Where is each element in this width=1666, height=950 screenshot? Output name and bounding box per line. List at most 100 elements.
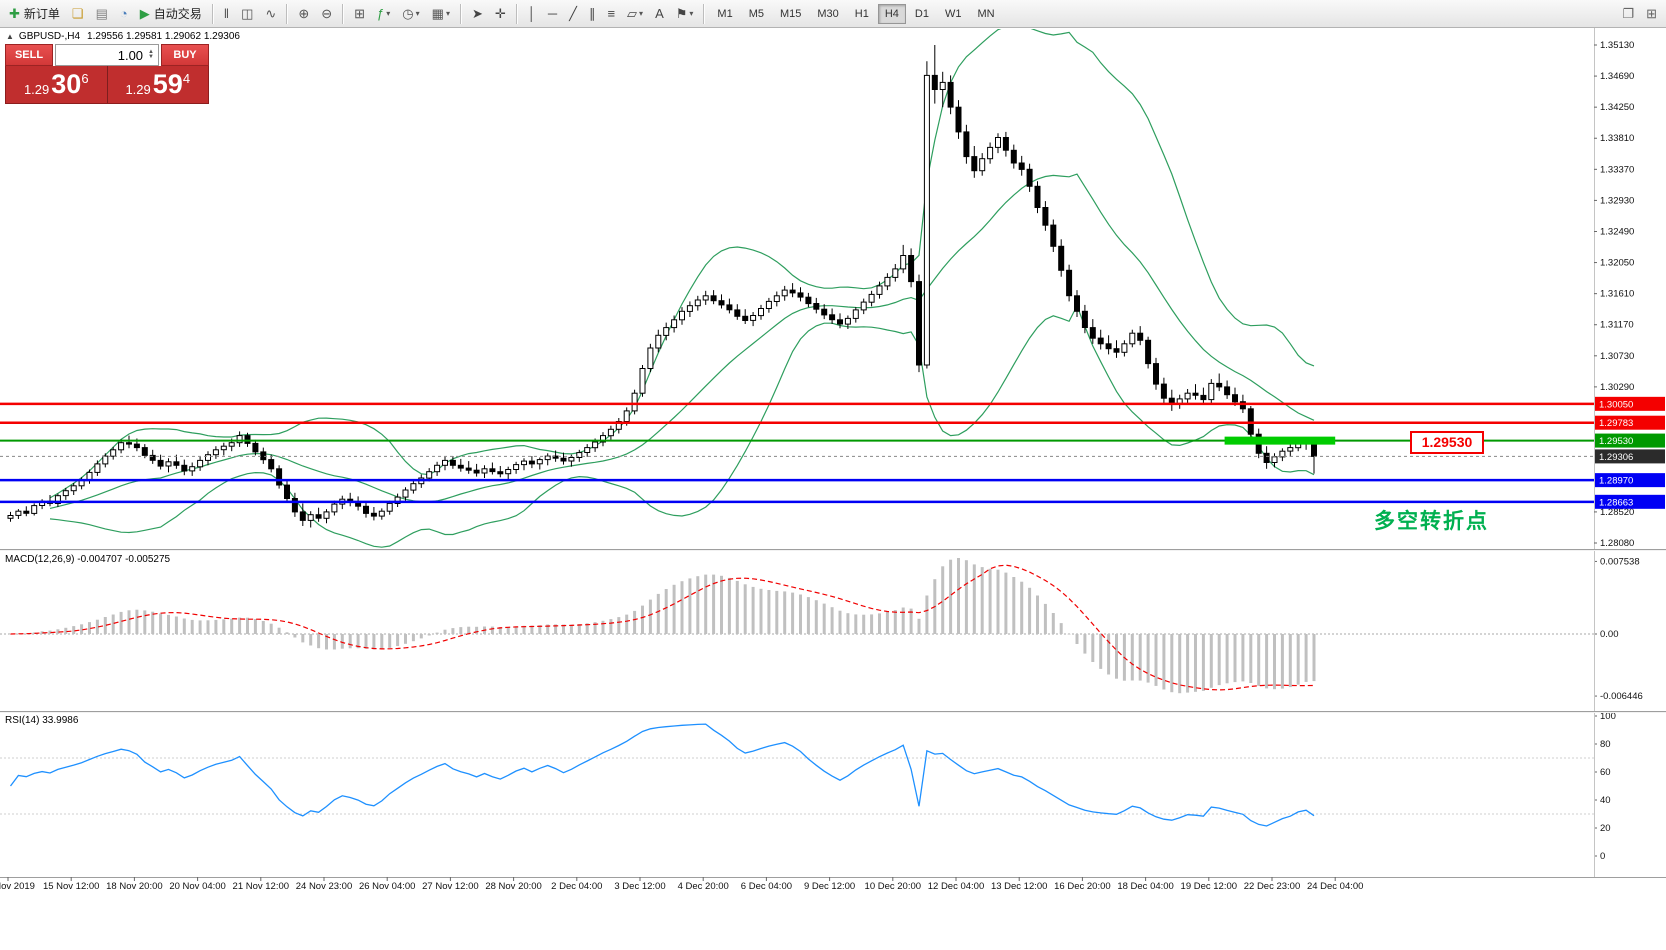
timeframe-m15-button[interactable]: M15 bbox=[779, 7, 802, 20]
volume-up-icon[interactable]: ▲ bbox=[148, 49, 154, 55]
toolbar: ✚ 新订单 ❏ ▤ ◔ ▶ 自动交易 ‖ ◫ ∿ ⊕ ⊖ ⊞ ƒ ▾ ◷ ▾ ▦ ▾ ➤ ✛ │ ─ ╱ ∥ ≡ ▱ ▾ A ⚑ ▾ M1 M5… bbox=[0, 0, 1666, 28]
svg-text:1.32050: 1.32050 bbox=[1600, 258, 1634, 269]
new-order-button[interactable]: ✚ 新订单 bbox=[4, 2, 65, 26]
trendline-button[interactable]: ╱ bbox=[564, 2, 582, 26]
one-click-trading-panel: SELL 1.00 ▲ ▼ BUY 1.29 30 6 1.29 59 4 bbox=[5, 44, 209, 104]
toolbar-separator bbox=[459, 3, 462, 24]
dropdown-arrow-icon: ▾ bbox=[386, 9, 391, 18]
zoom-out-button[interactable]: ⊖ bbox=[316, 2, 337, 26]
sell-button[interactable]: SELL bbox=[5, 44, 53, 66]
cursor-icon: ➤ bbox=[471, 6, 483, 21]
toolbar-separator bbox=[342, 3, 345, 24]
svg-text:10 Dec 20:00: 10 Dec 20:00 bbox=[865, 881, 922, 892]
templates-icon: ▦ bbox=[431, 6, 444, 21]
fullscreen-button[interactable]: ⊞ bbox=[1641, 2, 1662, 26]
timeframe-mn-button[interactable]: MN bbox=[977, 7, 995, 20]
price-tag bbox=[1595, 415, 1665, 430]
price-tag bbox=[1595, 473, 1665, 488]
text-button[interactable]: A bbox=[650, 2, 669, 26]
time-axis[interactable]: 14 Nov 2019 15 Nov 12:00 18 Nov 20:00 20 No… bbox=[0, 877, 1666, 892]
horizontal-lines[interactable] bbox=[0, 402, 1594, 504]
periods-button[interactable]: ◷ ▾ bbox=[397, 2, 424, 26]
horizontal-line-button[interactable]: ─ bbox=[543, 2, 562, 26]
autotrading-play-icon: ▶ bbox=[139, 6, 150, 21]
timeframe-d1-button[interactable]: D1 bbox=[914, 7, 929, 20]
crosshair-button[interactable]: ✛ bbox=[490, 2, 511, 26]
timeframe-m30-button[interactable]: M30 bbox=[817, 7, 839, 20]
new-order-icon: ✚ bbox=[9, 6, 20, 21]
toolbar-separator bbox=[286, 3, 289, 24]
panel-resize-handle[interactable] bbox=[0, 711, 1666, 712]
trendline-icon: ╱ bbox=[569, 6, 577, 21]
buy-button[interactable]: BUY bbox=[161, 44, 209, 66]
autotrading-button[interactable]: ▶ 自动交易 bbox=[135, 2, 207, 26]
buy-price-pipette: 4 bbox=[182, 70, 191, 86]
data-window-button[interactable]: ▤ bbox=[91, 2, 113, 26]
buy-price[interactable]: 1.29 59 4 bbox=[108, 66, 209, 103]
vertical-line-icon: │ bbox=[527, 6, 536, 21]
price-callout[interactable]: 1.29530 bbox=[1410, 431, 1484, 454]
svg-text:1.33810: 1.33810 bbox=[1600, 133, 1634, 144]
svg-text:100: 100 bbox=[1600, 711, 1616, 722]
svg-text:1.28970: 1.28970 bbox=[1599, 476, 1633, 487]
shapes-button[interactable]: ▱ ▾ bbox=[622, 2, 648, 26]
sell-price[interactable]: 1.29 30 6 bbox=[6, 66, 107, 103]
svg-text:1.30290: 1.30290 bbox=[1600, 382, 1634, 393]
indicators-icon: ƒ bbox=[377, 6, 385, 21]
svg-text:1.29530: 1.29530 bbox=[1599, 436, 1633, 447]
chart-ohlc-values: 1.29556 1.29581 1.29062 1.29306 bbox=[87, 31, 240, 42]
turning-point-annotation: 多空转折点 bbox=[1374, 510, 1489, 533]
timeframe-m1-button[interactable]: M1 bbox=[717, 7, 733, 20]
channel-button[interactable]: ∥ bbox=[584, 2, 601, 26]
svg-text:24 Dec 04:00: 24 Dec 04:00 bbox=[1307, 881, 1364, 892]
svg-text:0: 0 bbox=[1600, 851, 1605, 862]
fibonacci-icon: ≡ bbox=[607, 6, 616, 21]
svg-text:18 Dec 04:00: 18 Dec 04:00 bbox=[1117, 881, 1174, 892]
volume-stepper[interactable]: 1.00 ▲ ▼ bbox=[55, 44, 159, 66]
toolbar-separator bbox=[515, 3, 518, 24]
zoom-in-button[interactable]: ⊕ bbox=[293, 2, 314, 26]
svg-text:26 Nov 04:00: 26 Nov 04:00 bbox=[359, 881, 416, 892]
svg-text:22 Dec 23:00: 22 Dec 23:00 bbox=[1244, 881, 1301, 892]
bollinger-bands bbox=[49, 29, 1315, 548]
periods-icon: ◷ bbox=[402, 6, 414, 21]
dock-button[interactable]: ❐ bbox=[1617, 2, 1639, 26]
price-tag bbox=[1595, 494, 1665, 509]
timeframe-h4-button[interactable]: H4 bbox=[877, 3, 906, 24]
tile-windows-button[interactable]: ⊞ bbox=[349, 2, 370, 26]
indicators-button[interactable]: ƒ ▾ bbox=[372, 2, 395, 26]
panel-resize-handle[interactable] bbox=[0, 549, 1666, 550]
price-axis[interactable]: 0.007538 0.00 -0.006446 100 80 60 40 20 0 1.35130… bbox=[1594, 28, 1665, 877]
svg-text:1.35130: 1.35130 bbox=[1600, 40, 1634, 51]
toolbar-separator bbox=[703, 3, 706, 24]
timeframe-h1-button[interactable]: H1 bbox=[854, 7, 869, 20]
new-chart-button[interactable]: ❏ bbox=[67, 2, 89, 26]
rsi-indicator bbox=[0, 723, 1594, 827]
timeframe-w1-button[interactable]: W1 bbox=[944, 7, 962, 20]
svg-text:1.32930: 1.32930 bbox=[1600, 195, 1634, 206]
timeframe-m5-button[interactable]: M5 bbox=[748, 7, 764, 20]
buy-price-big: 59 bbox=[152, 69, 183, 99]
line-chart-button[interactable]: ∿ bbox=[260, 2, 281, 26]
svg-text:20 Nov 04:00: 20 Nov 04:00 bbox=[169, 881, 226, 892]
bars-chart-button[interactable]: ‖ bbox=[219, 2, 234, 26]
templates-button[interactable]: ▦ ▾ bbox=[427, 2, 455, 26]
ohlc-bars-icon: ‖ bbox=[223, 6, 230, 21]
cursor-button[interactable]: ➤ bbox=[467, 2, 488, 26]
zoom-in-icon: ⊕ bbox=[298, 6, 310, 21]
arrows-button[interactable]: ⚑ ▾ bbox=[671, 2, 699, 26]
line-chart-icon: ∿ bbox=[265, 6, 277, 21]
data-window-icon: ▤ bbox=[95, 6, 108, 21]
fibonacci-button[interactable]: ≡ bbox=[602, 2, 620, 26]
volume-down-icon[interactable]: ▼ bbox=[148, 54, 154, 60]
candles-chart-button[interactable]: ◫ bbox=[236, 2, 258, 26]
one-click-trading-toggle-icon[interactable]: ▲ bbox=[6, 32, 14, 41]
vertical-line-button[interactable]: │ bbox=[523, 2, 541, 26]
svg-text:-0.006446: -0.006446 bbox=[1600, 691, 1643, 702]
fullscreen-icon: ⊞ bbox=[1646, 6, 1657, 21]
shapes-icon: ▱ bbox=[627, 6, 638, 21]
svg-text:3 Dec 12:00: 3 Dec 12:00 bbox=[614, 881, 665, 892]
strategy-tester-button[interactable]: ◔ bbox=[115, 2, 133, 26]
autotrading-button-label: 自动交易 bbox=[153, 7, 202, 21]
svg-text:27 Nov 12:00: 27 Nov 12:00 bbox=[422, 881, 479, 892]
